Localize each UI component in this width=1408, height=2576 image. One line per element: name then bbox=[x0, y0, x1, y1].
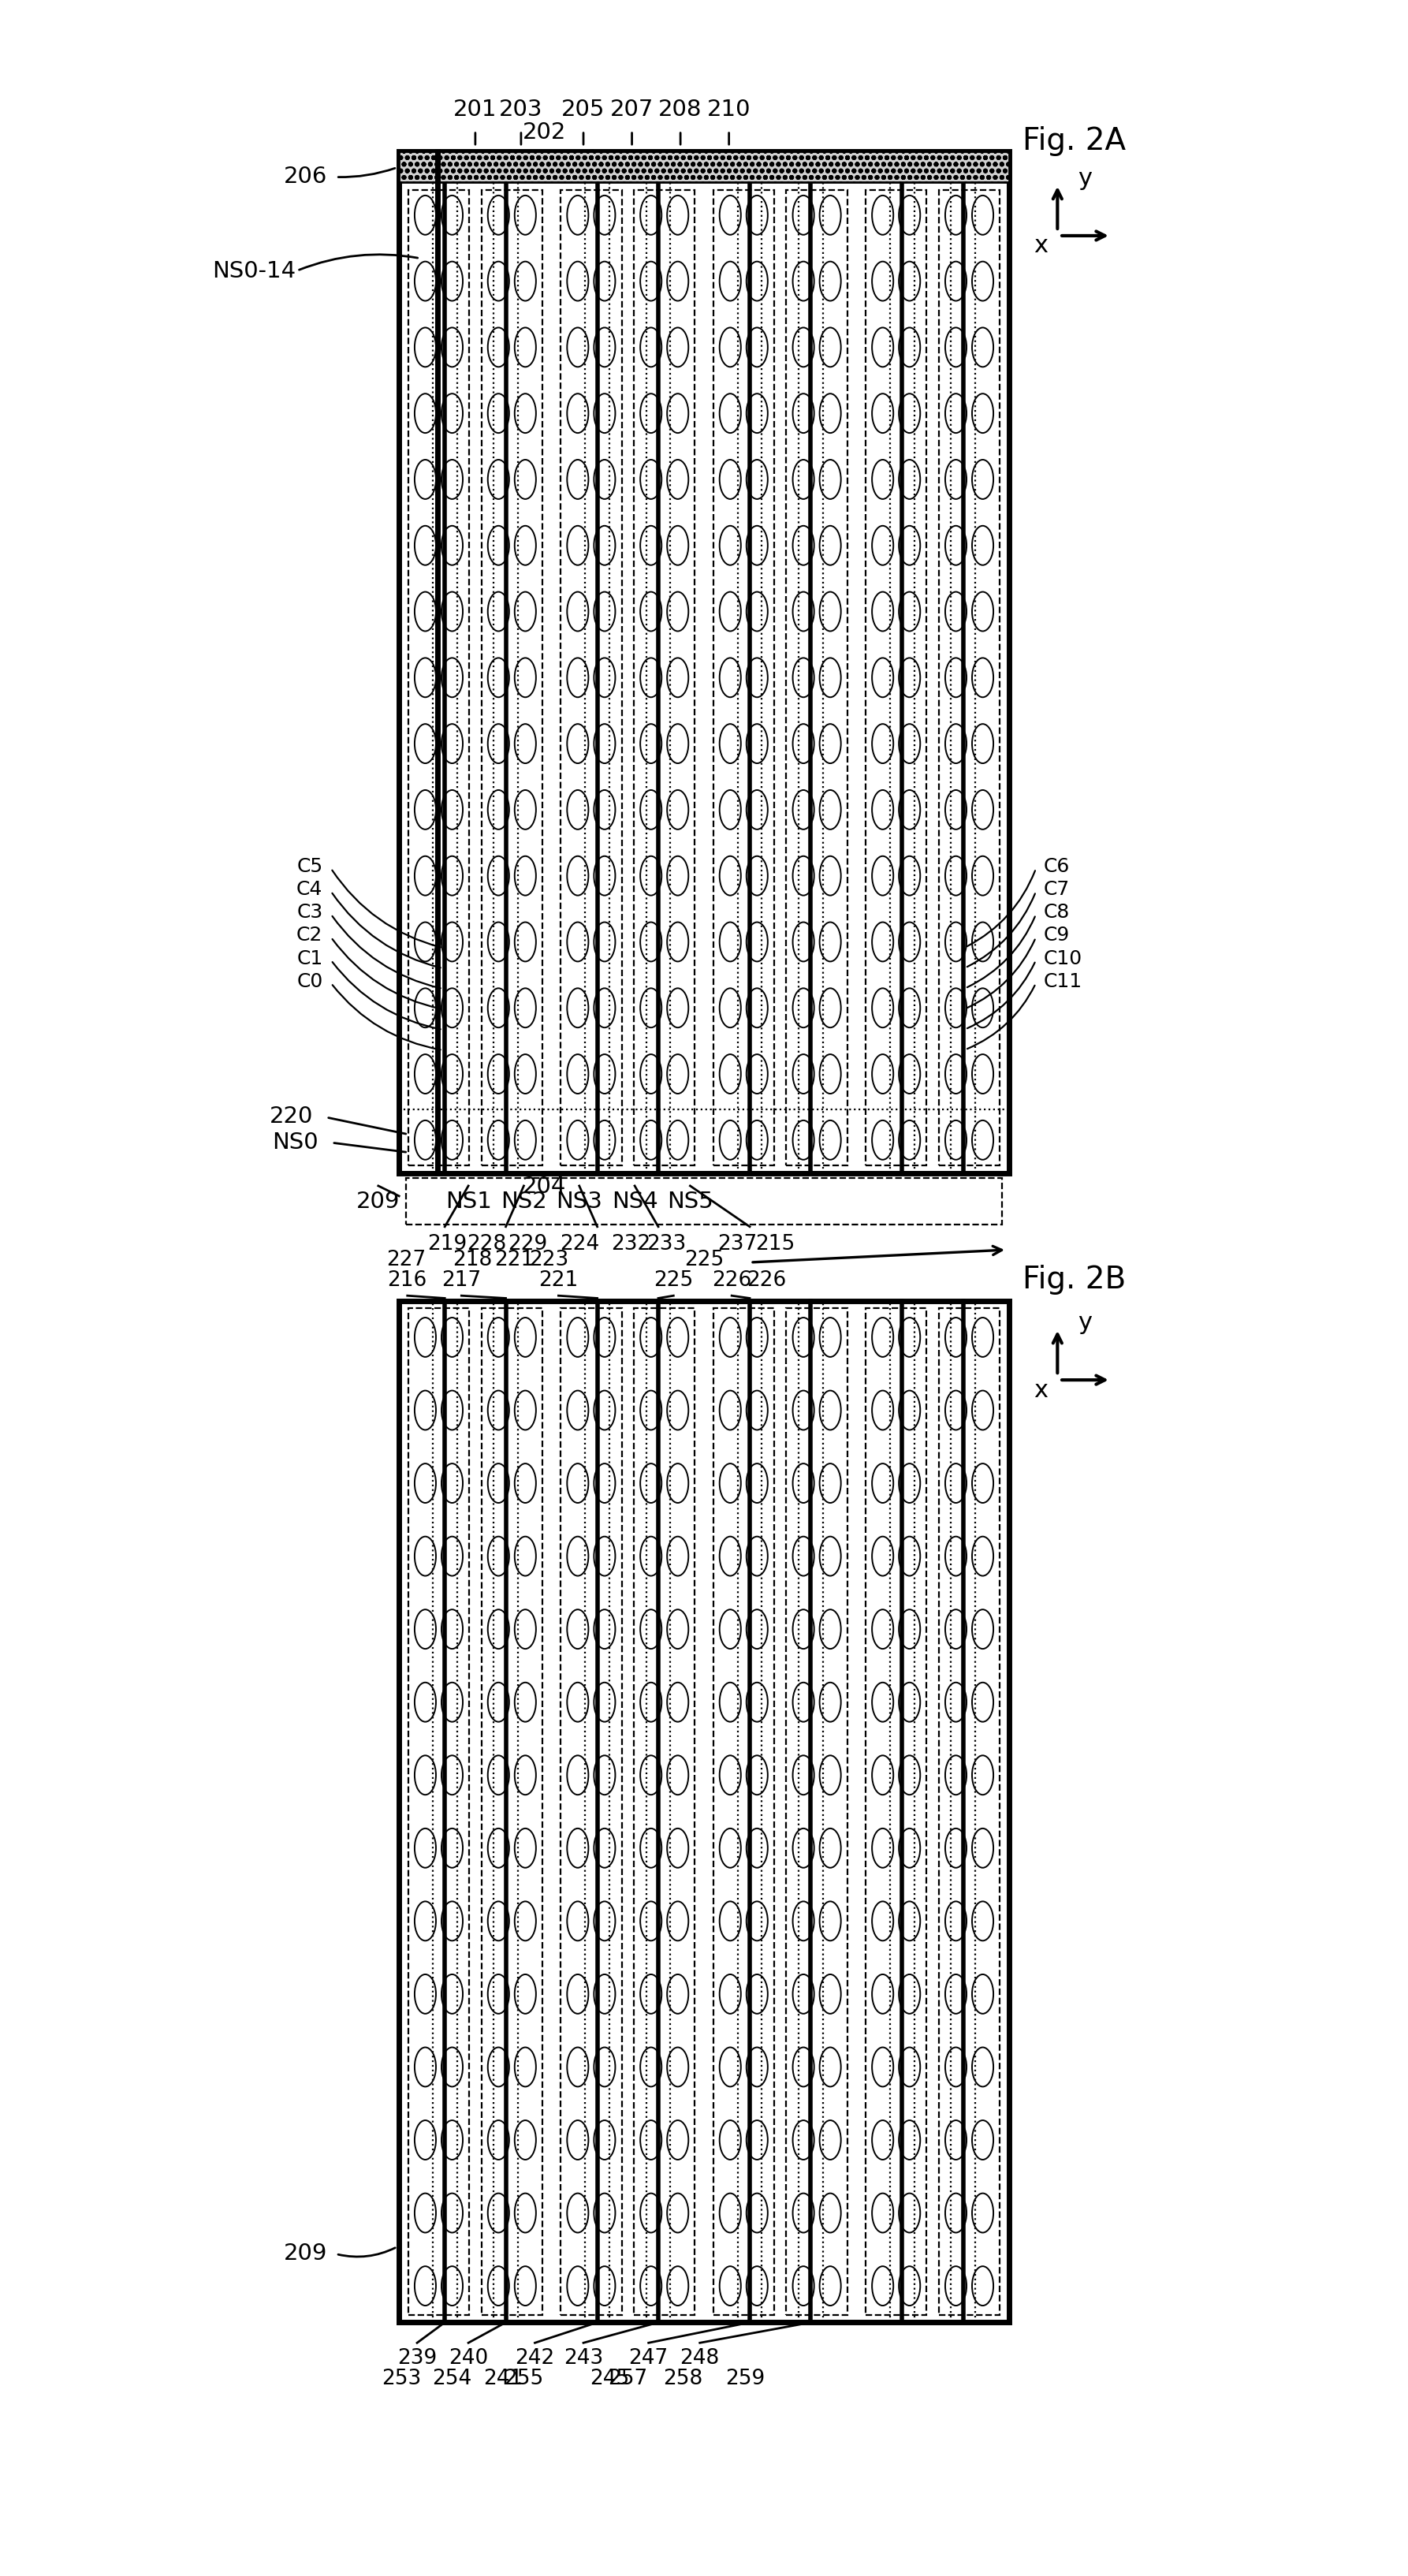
Text: 225: 225 bbox=[653, 1270, 693, 1291]
Text: x: x bbox=[1033, 1378, 1048, 1401]
Text: C10: C10 bbox=[1043, 948, 1083, 969]
Text: 237: 237 bbox=[718, 1234, 758, 1255]
Text: C11: C11 bbox=[1043, 971, 1083, 992]
Text: 203: 203 bbox=[500, 98, 543, 121]
Text: 215: 215 bbox=[755, 1234, 796, 1255]
Text: 227: 227 bbox=[386, 1249, 425, 1270]
Text: C8: C8 bbox=[1043, 904, 1070, 922]
Bar bbox=[482, 1309, 542, 2316]
Text: 201: 201 bbox=[453, 98, 497, 121]
Text: NS3: NS3 bbox=[556, 1190, 603, 1213]
Text: 232: 232 bbox=[611, 1234, 650, 1255]
Bar bbox=[634, 1309, 696, 2316]
Text: 219: 219 bbox=[428, 1234, 467, 1255]
Text: 223: 223 bbox=[529, 1249, 569, 1270]
Text: 241: 241 bbox=[483, 2367, 522, 2388]
Text: y: y bbox=[1079, 167, 1093, 191]
Text: C0: C0 bbox=[297, 971, 322, 992]
Bar bbox=[408, 191, 469, 1164]
Text: C5: C5 bbox=[297, 858, 322, 876]
Text: 224: 224 bbox=[559, 1234, 598, 1255]
Text: 257: 257 bbox=[608, 2367, 648, 2388]
Text: y: y bbox=[1079, 1311, 1093, 1334]
Bar bbox=[786, 191, 848, 1164]
Text: C9: C9 bbox=[1043, 927, 1070, 945]
Text: 242: 242 bbox=[515, 2347, 555, 2367]
Text: NS0: NS0 bbox=[272, 1131, 318, 1154]
Text: 202: 202 bbox=[522, 121, 566, 144]
Bar bbox=[560, 1309, 622, 2316]
Text: 233: 233 bbox=[646, 1234, 686, 1255]
Text: Fig. 2B: Fig. 2B bbox=[1022, 1265, 1126, 1296]
Text: C7: C7 bbox=[1043, 881, 1070, 899]
Text: 204: 204 bbox=[522, 1175, 566, 1198]
Bar bbox=[406, 1177, 1002, 1224]
Text: 255: 255 bbox=[504, 2367, 543, 2388]
Text: C2: C2 bbox=[297, 927, 322, 945]
Text: NS1: NS1 bbox=[445, 1190, 491, 1213]
Bar bbox=[398, 152, 1010, 1172]
Text: 239: 239 bbox=[397, 2347, 436, 2367]
Text: 208: 208 bbox=[659, 98, 703, 121]
Text: NS5: NS5 bbox=[667, 1190, 714, 1213]
Bar bbox=[866, 191, 926, 1164]
Text: x: x bbox=[1033, 234, 1048, 258]
Bar bbox=[560, 191, 622, 1164]
Text: 228: 228 bbox=[466, 1234, 507, 1255]
Text: 245: 245 bbox=[590, 2367, 629, 2388]
Text: C1: C1 bbox=[297, 948, 322, 969]
Text: 225: 225 bbox=[684, 1249, 724, 1270]
Text: 205: 205 bbox=[562, 98, 605, 121]
Text: 218: 218 bbox=[453, 1249, 493, 1270]
Text: 210: 210 bbox=[707, 98, 750, 121]
Text: 216: 216 bbox=[387, 1270, 427, 1291]
Text: NS0-14: NS0-14 bbox=[213, 260, 296, 283]
Text: 259: 259 bbox=[725, 2367, 766, 2388]
Text: 206: 206 bbox=[283, 165, 327, 188]
Bar bbox=[634, 191, 696, 1164]
Text: 240: 240 bbox=[449, 2347, 489, 2367]
Bar bbox=[866, 1309, 926, 2316]
Text: C4: C4 bbox=[297, 881, 322, 899]
Text: C3: C3 bbox=[297, 904, 322, 922]
Text: 254: 254 bbox=[432, 2367, 472, 2388]
Text: 248: 248 bbox=[680, 2347, 719, 2367]
Text: 220: 220 bbox=[269, 1105, 313, 1128]
Bar bbox=[482, 191, 542, 1164]
Text: 253: 253 bbox=[382, 2367, 421, 2388]
Bar bbox=[712, 1309, 774, 2316]
Bar bbox=[712, 191, 774, 1164]
Bar bbox=[398, 1301, 1010, 2324]
Text: NS2: NS2 bbox=[501, 1190, 546, 1213]
Text: Fig. 2A: Fig. 2A bbox=[1022, 126, 1126, 157]
Bar bbox=[408, 1309, 469, 2316]
Text: 229: 229 bbox=[508, 1234, 548, 1255]
Bar bbox=[786, 1309, 848, 2316]
Text: 221: 221 bbox=[539, 1270, 579, 1291]
Text: C6: C6 bbox=[1043, 858, 1070, 876]
Text: 209: 209 bbox=[356, 1190, 400, 1213]
Text: 247: 247 bbox=[629, 2347, 669, 2367]
Text: 221: 221 bbox=[494, 1249, 534, 1270]
Text: 207: 207 bbox=[610, 98, 653, 121]
Text: 217: 217 bbox=[442, 1270, 482, 1291]
Text: 258: 258 bbox=[663, 2367, 703, 2388]
Text: NS4: NS4 bbox=[611, 1190, 658, 1213]
Bar bbox=[398, 152, 1010, 183]
Bar bbox=[939, 1309, 1000, 2316]
Bar bbox=[939, 191, 1000, 1164]
Text: 226: 226 bbox=[712, 1270, 752, 1291]
Text: 243: 243 bbox=[563, 2347, 603, 2367]
Text: 209: 209 bbox=[283, 2244, 327, 2264]
Text: 226: 226 bbox=[748, 1270, 787, 1291]
